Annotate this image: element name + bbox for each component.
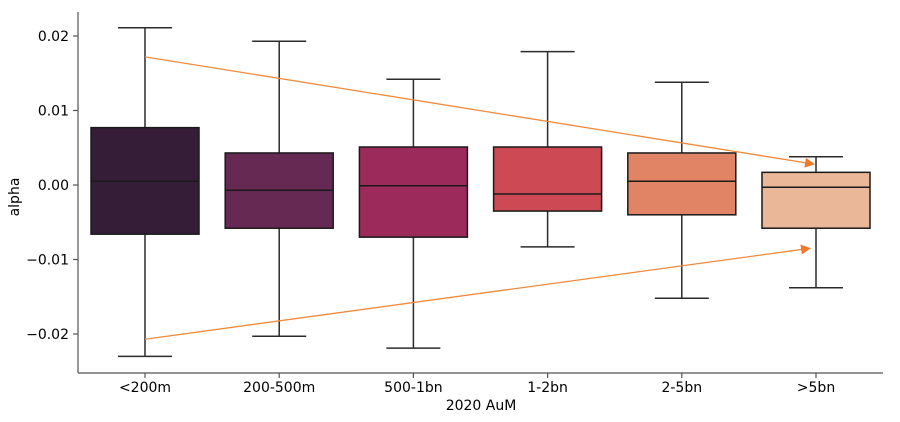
y-ticks: 0.02 0.01 0.00 −0.01 −0.02	[26, 29, 78, 343]
x-tick-label: 500-1bn	[384, 380, 442, 396]
box-200-500m	[224, 40, 334, 337]
x-tick-label: 1-2bn	[527, 380, 568, 396]
box-<200m	[90, 27, 200, 358]
trend-arrow	[144, 56, 815, 168]
trend-arrows	[144, 56, 815, 340]
y-tick-label: 0.01	[38, 104, 69, 120]
y-tick-label: 0.00	[38, 178, 69, 194]
y-tick-label: 0.02	[38, 29, 69, 45]
y-tick-label: −0.01	[26, 253, 69, 269]
boxes-group	[90, 27, 871, 358]
y-tick-label: −0.02	[26, 327, 69, 343]
x-tick-label: <200m	[119, 380, 171, 396]
axes	[77, 12, 883, 374]
iqr-box	[492, 146, 603, 212]
y-axis-label: alpha	[7, 178, 23, 217]
x-tick-label: 2-5bn	[661, 380, 702, 396]
iqr-box	[761, 171, 871, 229]
x-axis-label: 2020 AuM	[446, 398, 517, 414]
trend-arrow	[144, 244, 811, 340]
iqr-box	[358, 146, 469, 238]
box-2-5bn	[627, 81, 737, 299]
x-tick-label: >5bn	[797, 380, 835, 396]
x-ticks: <200m 200-500m 500-1bn 1-2bn 2-5bn >5bn	[119, 373, 835, 396]
iqr-box	[627, 152, 737, 216]
box->5bn	[761, 155, 871, 289]
box-500-1bn	[358, 78, 469, 349]
box-1-2bn	[492, 50, 603, 248]
x-tick-label: 200-500m	[243, 380, 315, 396]
